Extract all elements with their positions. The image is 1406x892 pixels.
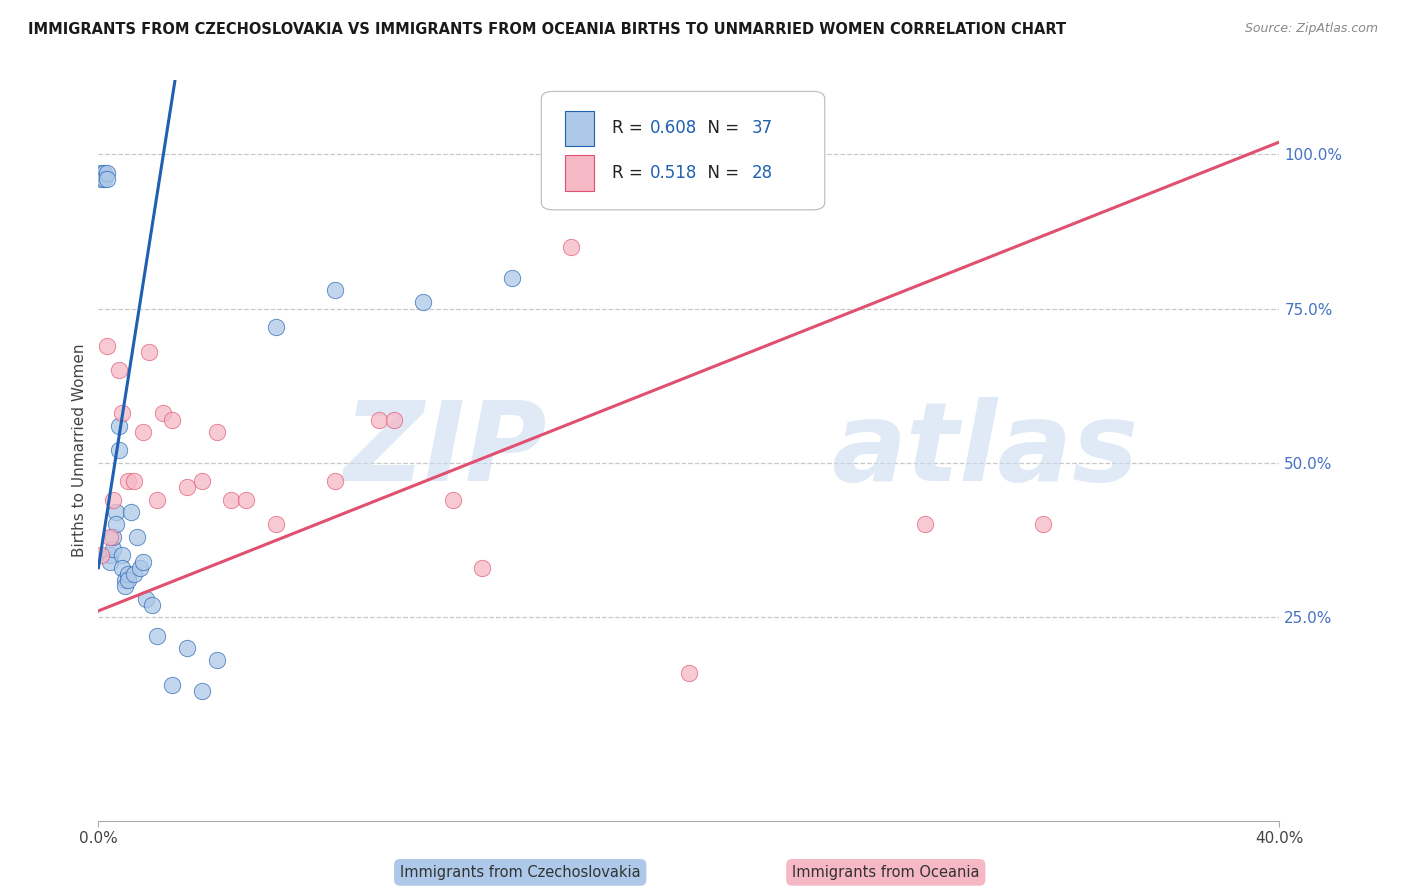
Point [368,412,391,426]
Point [96,172,118,186]
Point [412,295,434,310]
Point [122,475,145,489]
Y-axis label: Births to Unmarried Women: Births to Unmarried Women [72,343,87,558]
Point [501,270,523,285]
Point [108,443,131,458]
Point [111,407,134,421]
Point [122,566,145,581]
Point [264,320,287,334]
Point [117,566,139,581]
Point [111,560,134,574]
Point [105,517,128,532]
Point [90,549,112,563]
Point [108,418,131,433]
Point [132,554,155,569]
Point [162,412,183,426]
Point [205,425,228,439]
Text: ZIP: ZIP [343,397,547,504]
FancyBboxPatch shape [565,111,595,146]
Point [125,530,148,544]
Point [191,475,214,489]
Point [111,549,134,563]
Point [146,629,169,643]
Text: R =: R = [612,120,648,137]
Point [323,283,346,297]
Point [678,665,700,680]
Point [560,240,582,254]
Point [323,475,346,489]
Point [141,598,163,612]
Point [103,542,125,557]
Point [441,492,464,507]
Point [114,579,136,593]
Point [162,678,183,692]
Point [120,505,142,519]
Text: 28: 28 [752,164,773,182]
Point [93,172,115,186]
Text: 0.518: 0.518 [650,164,697,182]
Point [117,573,139,587]
Point [98,554,121,569]
Point [103,530,125,544]
Point [108,363,131,377]
Text: atlas: atlas [831,397,1137,504]
Point [138,344,160,359]
Point [128,560,150,574]
Point [914,517,936,532]
Point [103,492,125,507]
FancyBboxPatch shape [541,91,825,210]
Point [105,505,128,519]
Text: N =: N = [697,164,745,182]
Text: R =: R = [612,164,654,182]
Text: Immigrants from Czechoslovakia: Immigrants from Czechoslovakia [399,865,641,880]
Point [471,560,494,574]
Point [117,475,139,489]
Point [382,412,405,426]
Point [90,172,112,186]
Point [1032,517,1054,532]
Point [205,653,228,667]
Text: Immigrants from Oceania: Immigrants from Oceania [792,865,980,880]
Point [98,530,121,544]
Point [96,166,118,180]
Point [176,481,198,495]
Point [152,407,174,421]
Text: 37: 37 [752,120,773,137]
Text: 0.608: 0.608 [650,120,697,137]
FancyBboxPatch shape [565,155,595,191]
Point [176,640,198,655]
Point [135,591,157,606]
Point [98,549,121,563]
Point [114,573,136,587]
Point [191,684,214,698]
Point [93,166,115,180]
Point [221,492,243,507]
Point [96,338,118,352]
Text: N =: N = [697,120,745,137]
Point [264,517,287,532]
Point [132,425,155,439]
Point [235,492,257,507]
Point [90,166,112,180]
Point [146,492,169,507]
Text: IMMIGRANTS FROM CZECHOSLOVAKIA VS IMMIGRANTS FROM OCEANIA BIRTHS TO UNMARRIED WO: IMMIGRANTS FROM CZECHOSLOVAKIA VS IMMIGR… [28,22,1066,37]
Text: Source: ZipAtlas.com: Source: ZipAtlas.com [1244,22,1378,36]
Point [560,147,582,161]
